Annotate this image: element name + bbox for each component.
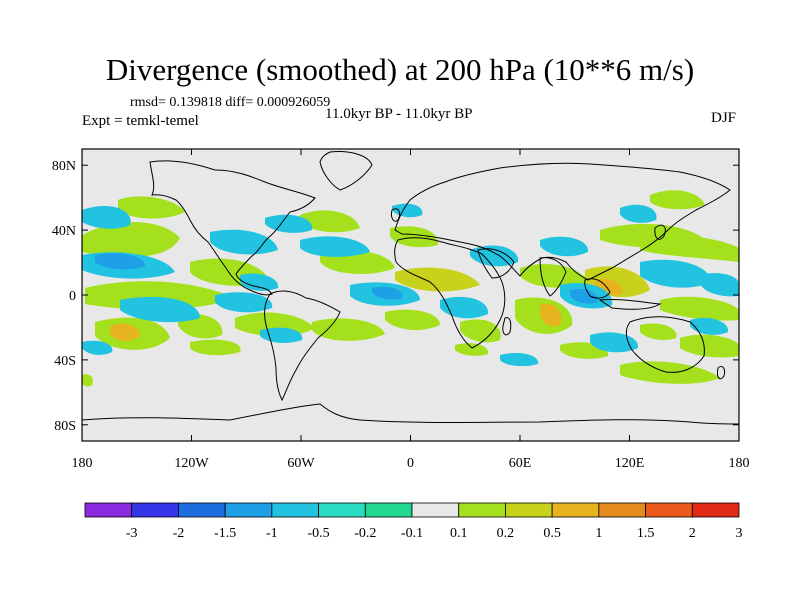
colorbar-swatch [364,502,413,518]
colorbar-label: -0.5 [307,526,329,541]
colorbar-swatch [505,502,553,518]
colorbar: -3 -2 -1.5 -1 -0.5 -0.2 -0.1 0.1 0.2 0.5 1 1.5 2 3 [84,502,743,541]
colorbar-swatch [318,502,366,518]
period-label: 11.0kyr BP - 11.0kyr BP [325,106,473,122]
coastlines [82,151,739,425]
colorbar-label: 3 [736,526,743,541]
y-tick-label: 40N [52,224,76,239]
colorbar-label: -1.5 [214,526,236,541]
x-tick-label: 0 [407,456,414,471]
season-label: DJF [711,110,737,126]
stats-label: rmsd= 0.139818 diff= 0.000926059 [130,95,331,110]
colorbar-label: 1.5 [637,526,655,541]
y-tick-label: 0 [69,289,76,304]
colorbar-swatch [84,502,133,518]
x-tick-label: 180 [72,456,93,471]
y-tick-label: 80S [54,419,76,434]
colorbar-swatch [224,502,273,518]
colorbar-swatch [271,502,319,518]
y-tick-label: 80N [52,159,76,174]
colorbar-swatch [178,502,226,518]
colorbar-swatch [598,502,646,518]
colorbar-label: 1 [595,526,602,541]
colorbar-label: 0.5 [543,526,561,541]
colorbar-swatch [551,502,600,518]
plot-area [82,149,739,441]
x-tick-label: 120E [615,456,645,471]
colorbar-swatch [458,502,506,518]
experiment-label: Expt = temkl-temel [82,113,199,129]
divergence-field [82,190,739,387]
colorbar-swatch [691,502,740,518]
colorbar-label: -1 [266,526,278,541]
colorbar-label: -0.1 [401,526,423,541]
x-axis: 180 120W 60W 0 60E 120E 180 [72,149,750,471]
colorbar-label: 0.1 [450,526,468,541]
x-tick-label: 180 [729,456,750,471]
colorbar-swatch [131,502,179,518]
colorbar-label: -3 [126,526,138,541]
colorbar-label: 0.2 [497,526,515,541]
colorbar-label: 2 [689,526,696,541]
colorbar-swatch [411,502,460,518]
colorbar-label: -0.2 [354,526,376,541]
x-tick-label: 60E [509,456,532,471]
y-tick-label: 40S [54,354,76,369]
x-tick-label: 60W [287,456,315,471]
y-axis: 80N 40N 0 40S 80S [52,159,739,434]
x-tick-label: 120W [174,456,209,471]
map-title: Divergence (smoothed) at 200 hPa (10**6 … [105,52,695,87]
colorbar-swatch [645,502,693,518]
colorbar-label: -2 [173,526,185,541]
